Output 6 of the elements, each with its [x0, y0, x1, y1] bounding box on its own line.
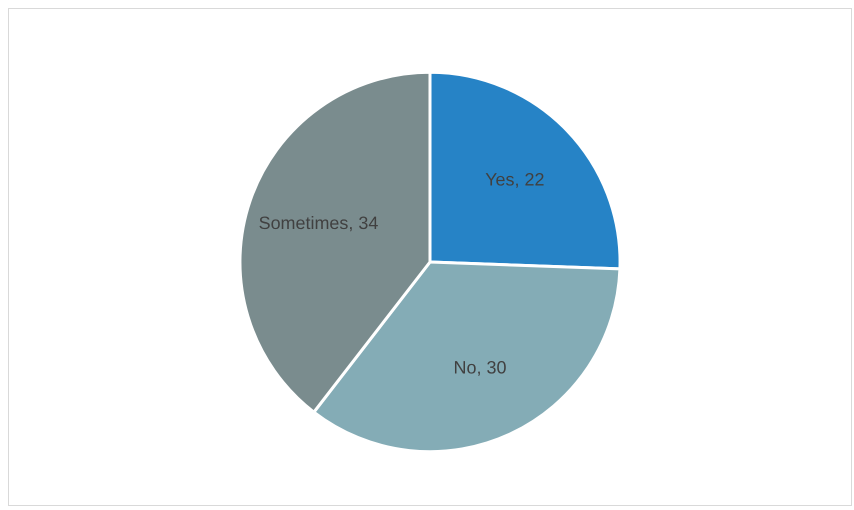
slice-label: No [454, 357, 477, 378]
data-label: , 22 [514, 169, 544, 190]
slice-label: Yes [485, 169, 515, 190]
data-label: , 34 [348, 212, 378, 233]
slice-label: Sometimes [258, 212, 348, 233]
data-label: , 30 [476, 357, 506, 378]
